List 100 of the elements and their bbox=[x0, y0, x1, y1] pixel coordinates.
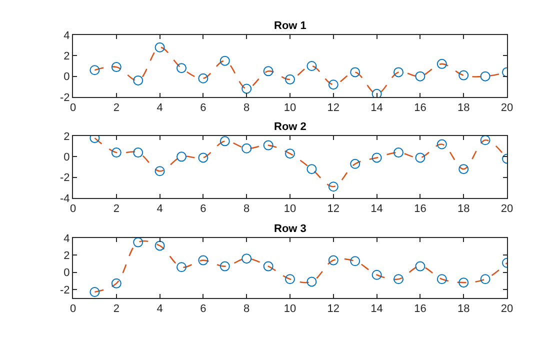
point bbox=[133, 75, 144, 86]
y-tick-label: 0 bbox=[64, 152, 70, 164]
x-tick-label: 10 bbox=[284, 102, 296, 114]
point bbox=[220, 56, 230, 66]
point bbox=[111, 62, 122, 72]
point bbox=[350, 67, 360, 78]
point bbox=[111, 148, 122, 158]
point bbox=[198, 152, 208, 163]
y-tick-label: 0 bbox=[64, 71, 70, 84]
x-tick-label: 18 bbox=[457, 203, 470, 216]
point bbox=[480, 71, 490, 82]
point bbox=[263, 66, 274, 76]
point bbox=[436, 274, 447, 284]
point bbox=[285, 148, 295, 159]
x-tick-label: 20 bbox=[500, 203, 514, 216]
x-tick-label: 12 bbox=[327, 303, 340, 316]
x-tick-label: 6 bbox=[200, 203, 206, 216]
x-tick-label: 16 bbox=[414, 203, 426, 216]
point bbox=[415, 152, 426, 163]
point bbox=[394, 274, 404, 284]
y-tick-label: 2 bbox=[64, 50, 70, 63]
point bbox=[306, 276, 317, 287]
point bbox=[480, 274, 490, 284]
x-tick-label: 8 bbox=[244, 102, 250, 114]
point bbox=[436, 58, 447, 69]
point bbox=[458, 70, 469, 80]
chart-title: Row 2 bbox=[274, 121, 306, 133]
point bbox=[285, 74, 295, 84]
x-tick-label: 14 bbox=[370, 303, 383, 316]
point bbox=[328, 80, 338, 90]
x-tick-label: 2 bbox=[113, 203, 120, 216]
x-tick-label: 8 bbox=[244, 303, 250, 316]
point bbox=[198, 255, 208, 266]
x-tick-label: 12 bbox=[327, 102, 340, 114]
chart-title: Row 1 bbox=[274, 20, 306, 32]
point bbox=[306, 164, 317, 174]
point bbox=[242, 254, 252, 264]
point bbox=[263, 261, 274, 272]
y-tick-label: -2 bbox=[60, 284, 70, 296]
point bbox=[176, 63, 186, 74]
point bbox=[458, 278, 469, 288]
x-tick-label: 8 bbox=[244, 203, 250, 216]
x-tick-label: 16 bbox=[414, 102, 426, 114]
point bbox=[415, 261, 426, 272]
point bbox=[480, 136, 490, 146]
y-tick-label: -2 bbox=[60, 172, 70, 184]
point bbox=[154, 42, 165, 52]
x-tick-label: 2 bbox=[113, 303, 120, 316]
y-tick-label: -4 bbox=[60, 192, 70, 205]
y-tick-label: -2 bbox=[60, 92, 70, 104]
point bbox=[415, 71, 426, 82]
y-tick-label: 4 bbox=[64, 30, 70, 42]
point bbox=[394, 148, 404, 158]
x-tick-label: 14 bbox=[370, 102, 383, 114]
point bbox=[133, 238, 144, 248]
x-tick-label: 18 bbox=[457, 102, 470, 114]
point bbox=[328, 255, 338, 266]
point bbox=[458, 164, 469, 174]
x-tick-label: 6 bbox=[200, 102, 206, 114]
point bbox=[350, 158, 360, 169]
point bbox=[436, 139, 447, 150]
point bbox=[242, 143, 252, 154]
x-tick-label: 2 bbox=[113, 102, 120, 114]
x-tick-label: 6 bbox=[200, 303, 206, 316]
point bbox=[328, 182, 338, 192]
x-tick-label: 10 bbox=[284, 203, 296, 216]
point bbox=[350, 256, 360, 266]
point bbox=[372, 88, 382, 97]
x-tick-label: 20 bbox=[500, 102, 514, 114]
point bbox=[394, 67, 404, 78]
point bbox=[220, 136, 230, 146]
x-tick-label: 4 bbox=[156, 303, 163, 316]
x-tick-label: 16 bbox=[414, 303, 426, 316]
point bbox=[133, 148, 144, 158]
y-tick-label: 4 bbox=[64, 232, 70, 245]
point bbox=[285, 274, 295, 284]
x-tick-label: 18 bbox=[457, 303, 470, 316]
point bbox=[372, 152, 382, 163]
point bbox=[111, 278, 122, 288]
point bbox=[263, 140, 274, 150]
x-tick-label: 4 bbox=[156, 203, 163, 216]
x-tick-label: 12 bbox=[327, 203, 340, 216]
x-tick-label: 10 bbox=[284, 303, 296, 316]
chart-title: Row 3 bbox=[274, 223, 306, 235]
x-tick-label: 4 bbox=[156, 102, 163, 114]
point bbox=[154, 166, 165, 176]
y-tick-label: 2 bbox=[64, 250, 70, 262]
x-tick-label: 14 bbox=[370, 203, 383, 216]
y-tick-label: 0 bbox=[64, 267, 70, 280]
point bbox=[306, 61, 317, 71]
point bbox=[176, 152, 186, 162]
point bbox=[154, 240, 165, 251]
point bbox=[220, 261, 230, 272]
x-tick-label: 20 bbox=[500, 303, 514, 316]
point bbox=[372, 270, 382, 280]
point bbox=[176, 262, 186, 272]
y-tick-label: 2 bbox=[64, 130, 70, 143]
point bbox=[90, 287, 100, 297]
point bbox=[90, 65, 100, 76]
point bbox=[242, 84, 252, 94]
